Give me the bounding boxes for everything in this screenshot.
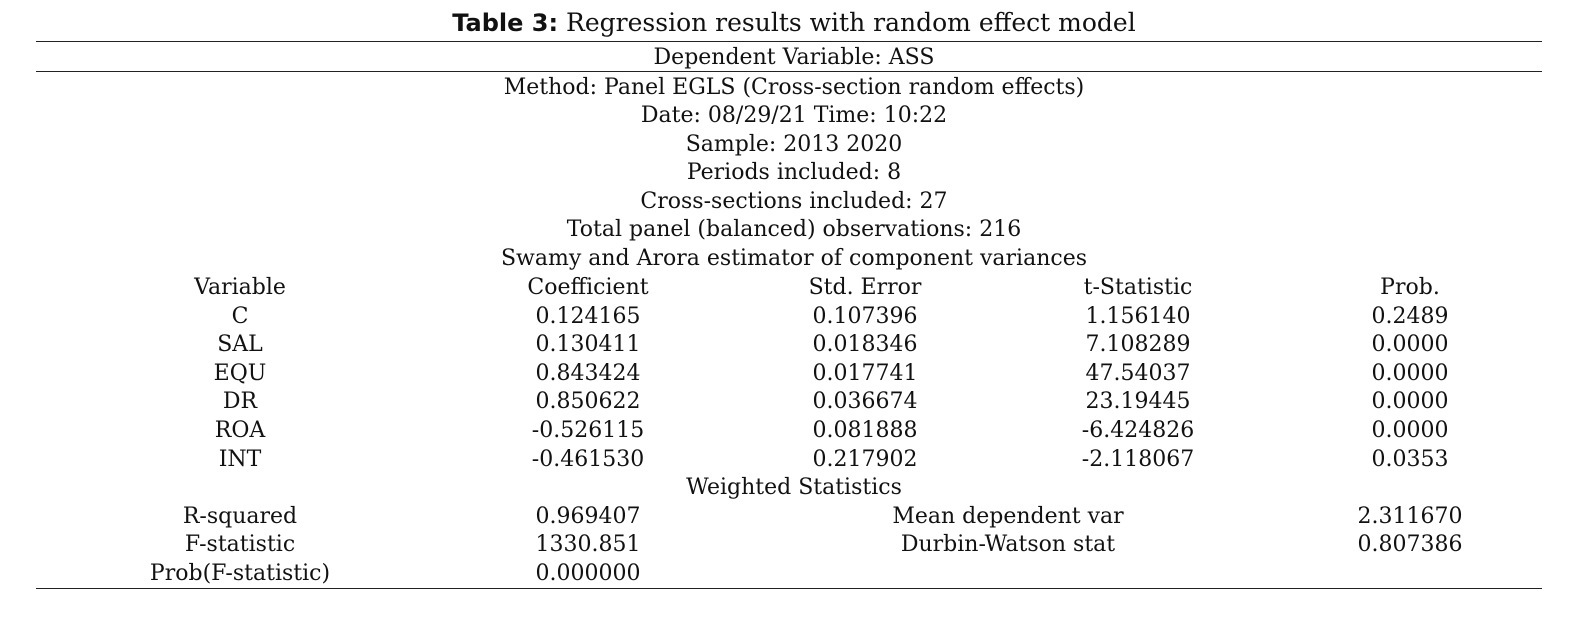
table-row-prob: 0.0000 <box>1371 418 1449 443</box>
table-row-variable: ROA <box>214 418 266 443</box>
weighted-stat-label: Prob(F-statistic) <box>149 561 331 586</box>
table-row-t-statistic: 47.54037 <box>1085 361 1191 386</box>
weighted-statistics-heading: Weighted Statistics <box>686 475 902 500</box>
dependent-variable-label: Dependent Variable: ASS <box>653 45 935 70</box>
table-row-prob: 0.0000 <box>1371 389 1449 414</box>
table-row-coefficient: 0.124165 <box>535 304 641 329</box>
weighted-stat-value: 1330.851 <box>535 532 641 557</box>
weighted-stat-value: 0.807386 <box>1357 532 1463 557</box>
column-header-variable: Variable <box>194 275 286 300</box>
table-row-variable: INT <box>218 447 262 472</box>
column-header-prob: Prob. <box>1380 275 1440 300</box>
table-row-prob: 0.0353 <box>1371 447 1449 472</box>
table-row-variable: C <box>231 304 249 329</box>
table-row-coefficient: 0.130411 <box>535 332 641 357</box>
table-row-variable: SAL <box>217 332 263 357</box>
table-row-prob: 0.0000 <box>1371 361 1449 386</box>
table-row-prob: 0.2489 <box>1371 304 1449 329</box>
table-row-std-error: 0.018346 <box>812 332 918 357</box>
table-row-std-error: 0.017741 <box>812 361 918 386</box>
table-row-variable: EQU <box>213 361 267 386</box>
meta-date: Date: 08/29/21 Time: 10:22 <box>640 103 948 128</box>
table-row-std-error: 0.036674 <box>812 389 918 414</box>
table-row-coefficient: 0.850622 <box>535 389 641 414</box>
table-row-t-statistic: -2.118067 <box>1081 447 1195 472</box>
table-row-coefficient: -0.526115 <box>531 418 645 443</box>
weighted-stat-label: R-squared <box>182 504 298 529</box>
meta-cross-sections: Cross-sections included: 27 <box>640 189 948 214</box>
table-row-std-error: 0.217902 <box>812 447 918 472</box>
weighted-stat-label: Mean dependent var <box>892 504 1124 529</box>
column-header-coefficient: Coefficient <box>527 275 649 300</box>
table-row-coefficient: 0.843424 <box>535 361 641 386</box>
meta-observations: Total panel (balanced) observations: 216 <box>566 217 1022 242</box>
table-title-text: Regression results with random effect mo… <box>566 8 1136 37</box>
table-row-t-statistic: -6.424826 <box>1081 418 1195 443</box>
column-header-t-statistic: t-Statistic <box>1083 275 1193 300</box>
meta-estimator: Swamy and Arora estimator of component v… <box>500 246 1088 271</box>
meta-sample: Sample: 2013 2020 <box>685 132 903 157</box>
table-row-std-error: 0.081888 <box>812 418 918 443</box>
table-row-variable: DR <box>222 389 258 414</box>
table-title: Table 3: Regression results with random … <box>0 6 1588 40</box>
weighted-stat-value: 0.000000 <box>535 561 641 586</box>
table-title-prefix: Table 3: <box>452 9 559 37</box>
top-rule <box>36 41 1542 42</box>
weighted-stat-value: 0.969407 <box>535 504 641 529</box>
table-row-coefficient: -0.461530 <box>531 447 645 472</box>
column-header-std-error: Std. Error <box>808 275 922 300</box>
weighted-stat-label: F-statistic <box>184 532 296 557</box>
meta-periods: Periods included: 8 <box>686 160 902 185</box>
weighted-stat-label: Durbin-Watson stat <box>900 532 1116 557</box>
table-row-t-statistic: 23.19445 <box>1085 389 1191 414</box>
table-row-t-statistic: 1.156140 <box>1085 304 1191 329</box>
bottom-rule <box>36 588 1542 589</box>
weighted-stat-value: 2.311670 <box>1357 504 1463 529</box>
header-rule <box>36 71 1542 72</box>
table-row-t-statistic: 7.108289 <box>1085 332 1191 357</box>
meta-method: Method: Panel EGLS (Cross-section random… <box>503 75 1085 100</box>
table-row-std-error: 0.107396 <box>812 304 918 329</box>
table-row-prob: 0.0000 <box>1371 332 1449 357</box>
